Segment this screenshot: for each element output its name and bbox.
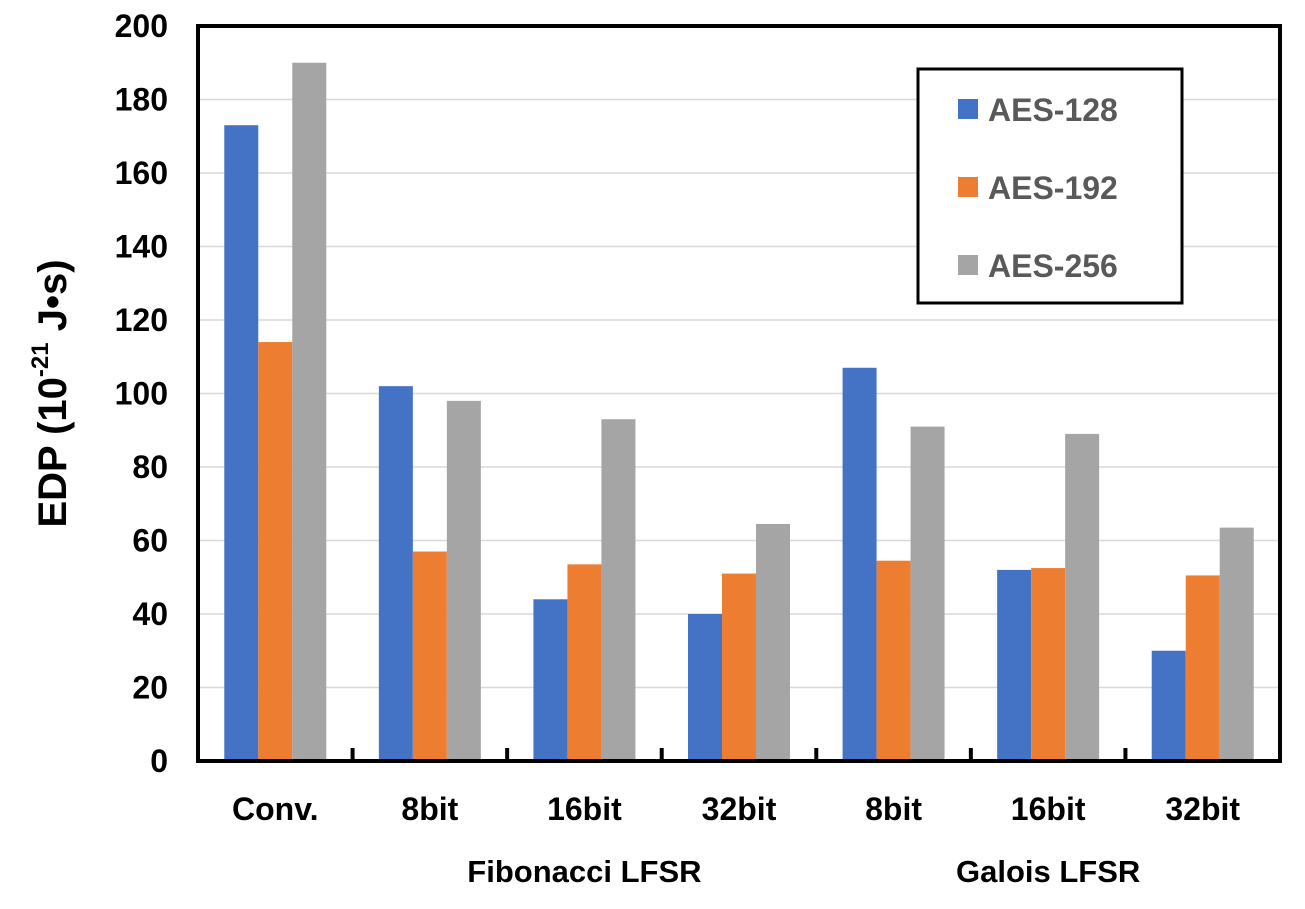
- bar-aes-192-0: [258, 342, 293, 761]
- x-axis-ticks: [350, 748, 1128, 760]
- legend-swatch: [958, 255, 978, 275]
- bar-aes-256-6: [1219, 527, 1254, 761]
- y-tick-label: 160: [115, 155, 168, 191]
- legend-swatch: [958, 99, 978, 119]
- y-tick-label: 60: [132, 523, 168, 559]
- y-axis-tick-labels: 0 20 40 60 80 100 120 140 160 180 200: [115, 8, 168, 779]
- bar-aes-128-4: [842, 367, 877, 761]
- legend-label: AES-128: [988, 92, 1118, 128]
- bar-aes-192-2: [567, 564, 602, 761]
- x-category-label: 16bit: [547, 791, 622, 827]
- y-tick-label: 100: [115, 376, 168, 412]
- x-axis-group-labels: Fibonacci LFSR Galois LFSR: [467, 854, 1140, 889]
- bar-aes-192-1: [412, 551, 447, 761]
- bar-aes-128-2: [533, 599, 568, 761]
- y-tick-label: 120: [115, 302, 168, 338]
- bar-aes-192-5: [1031, 568, 1066, 761]
- y-tick-label: 20: [132, 670, 168, 706]
- x-axis-category-labels: Conv. 8bit 16bit 32bit 8bit 16bit 32bit: [232, 791, 1240, 827]
- bar-aes-256-3: [756, 523, 790, 761]
- gridlines: [198, 98, 1280, 689]
- legend-label: AES-192: [988, 170, 1118, 206]
- x-category-label: 8bit: [865, 791, 922, 827]
- bar-aes-256-5: [1065, 433, 1100, 761]
- x-category-label: 8bit: [401, 791, 458, 827]
- x-category-label: 16bit: [1011, 791, 1086, 827]
- bar-aes-128-0: [224, 125, 259, 762]
- legend: AES-128 AES-192 AES-256: [916, 67, 1184, 305]
- bar-aes-128-5: [997, 569, 1032, 761]
- legend-swatch: [958, 177, 978, 197]
- x-group-label: Fibonacci LFSR: [467, 854, 701, 889]
- bar-aes-192-6: [1185, 575, 1220, 761]
- x-category-label: Conv.: [232, 791, 319, 827]
- bar-aes-192-4: [876, 560, 911, 761]
- x-group-label: Galois LFSR: [956, 854, 1140, 889]
- bar-aes-256-0: [292, 62, 327, 761]
- y-tick-label: 0: [150, 743, 168, 779]
- y-tick-label: 40: [132, 596, 168, 632]
- bar-aes-256-2: [601, 419, 636, 761]
- bar-aes-256-4: [910, 426, 945, 761]
- y-tick-label: 80: [132, 449, 168, 485]
- y-tick-label: 180: [115, 82, 168, 118]
- x-category-label: 32bit: [1165, 791, 1240, 827]
- bars: [224, 62, 1254, 762]
- bar-aes-128-6: [1151, 650, 1186, 761]
- y-tick-label: 200: [115, 8, 168, 44]
- x-category-label: 32bit: [702, 791, 777, 827]
- y-axis-title: EDP (10-21 J•s): [27, 259, 75, 527]
- bar-aes-256-1: [446, 400, 481, 761]
- plot-frame: [196, 24, 1282, 763]
- y-tick-label: 140: [115, 229, 168, 265]
- legend-label: AES-256: [988, 248, 1118, 284]
- bar-aes-128-1: [378, 386, 413, 761]
- bar-aes-128-3: [688, 614, 722, 761]
- bar-aes-192-3: [722, 573, 756, 761]
